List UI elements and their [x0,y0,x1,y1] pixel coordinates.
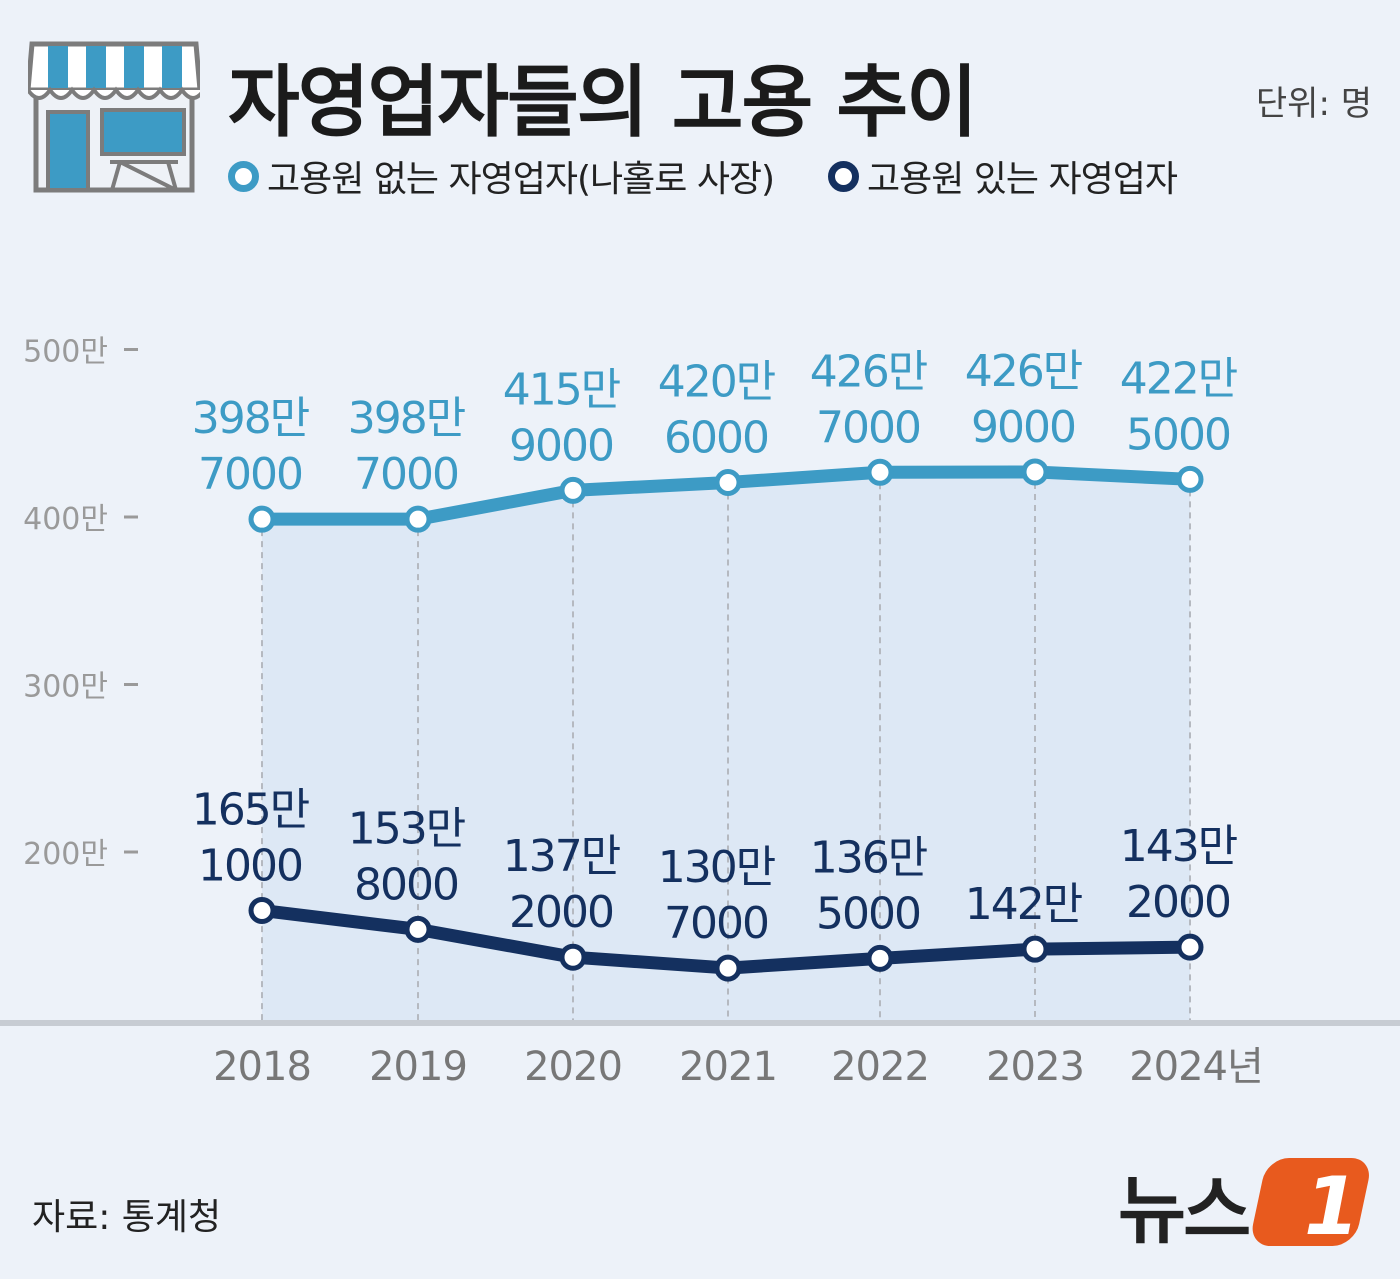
page-title: 자영업자들의 고용 추이 [228,58,978,148]
news1-logo: 뉴스 1 [1118,1158,1369,1250]
series-no-employees-data-label: 5000 [1126,409,1230,460]
series-no-employees-data-label: 420만 [658,356,775,407]
series-no-employees-data-label: 6000 [664,412,768,463]
series-with-employees-point [866,944,894,972]
series-with-employees-point [1176,933,1204,961]
logo-mark-background [1252,1158,1369,1246]
area-fill [262,471,1190,1020]
series-with-employees-data-label: 136만 [810,832,927,883]
x-axis-baseline [0,1020,1400,1026]
series-no-employees-data-label: 9000 [971,402,1075,453]
series-no-employees-data-label: 7000 [816,402,920,453]
legend-label: 고용원 없는 자영업자(나홀로 사장) [267,159,775,200]
series-with-employees-data-label: 2000 [509,887,613,938]
logo-text: 뉴스 [1118,1168,1249,1250]
series-with-employees-point [248,896,276,924]
series-with-employees-point [714,954,742,982]
y-tick-label: 300만 [23,670,108,705]
series-no-employees-data-label: 7000 [198,449,302,500]
series-with-employees-data-label: 153만 [348,803,465,854]
legend-item-with-employees: 고용원 있는 자영업자 [828,152,1178,200]
series-no-employees-data-label: 9000 [509,420,613,471]
legend-item-no-employees: 고용원 없는 자영업자(나홀로 사장) [228,152,775,200]
series-no-employees-data-label: 422만 [1120,353,1237,404]
x-tick-label: 2023 [986,1044,1084,1090]
y-tick-label: 200만 [23,837,108,872]
x-tick-label: 2024년 [1129,1044,1263,1090]
series-no-employees-data-label: 415만 [503,364,620,415]
series-no-employees-data-label: 398만 [348,393,465,444]
store-awning-icon [28,41,200,193]
series-no-employees-point [1021,458,1049,486]
series-with-employees-data-label: 1000 [198,840,302,891]
series-with-employees-data-label: 7000 [664,898,768,949]
x-tick-label: 2022 [831,1044,929,1090]
series-with-employees-data-label: 5000 [816,888,920,939]
y-tick-label: 400만 [23,502,108,537]
series-no-employees-point [248,505,276,533]
series-no-employees-point [404,505,432,533]
unit-label: 단위: 명 [1255,84,1372,124]
series-no-employees-data-label: 7000 [354,449,458,500]
series-with-employees-point [404,915,432,943]
legend-dot-icon [828,160,859,192]
series-no-employees-point [1176,465,1204,493]
series-with-employees-data-label: 143만 [1120,821,1237,872]
legend-dot-icon [228,160,259,192]
series-no-employees-point [559,476,587,504]
series-with-employees-data-label: 165만 [192,784,309,835]
series-no-employees-data-label: 398만 [192,393,309,444]
series-with-employees-point [559,943,587,971]
x-tick-label: 2021 [679,1044,777,1090]
series-with-employees-data-label: 8000 [354,859,458,910]
x-tick-label: 2019 [369,1044,467,1090]
series-with-employees-data-label: 137만 [503,831,620,882]
series-with-employees-point [1021,935,1049,963]
logo-mark-text: 1 [1304,1160,1360,1250]
y-tick-label: 500만 [23,335,108,370]
series-with-employees-data-label: 2000 [1126,877,1230,928]
series-with-employees-data-label: 142만 [965,879,1082,930]
series-with-employees-data-label: 130만 [658,842,775,893]
source-label: 자료: 통계청 [32,1197,222,1238]
series-no-employees-data-label: 426만 [810,346,927,397]
series-no-employees-point [714,468,742,496]
x-tick-label: 2020 [524,1044,622,1090]
series-no-employees-point [866,458,894,486]
x-tick-label: 2018 [213,1044,311,1090]
series-no-employees-data-label: 426만 [965,346,1082,397]
legend-label: 고용원 있는 자영업자 [867,159,1178,200]
